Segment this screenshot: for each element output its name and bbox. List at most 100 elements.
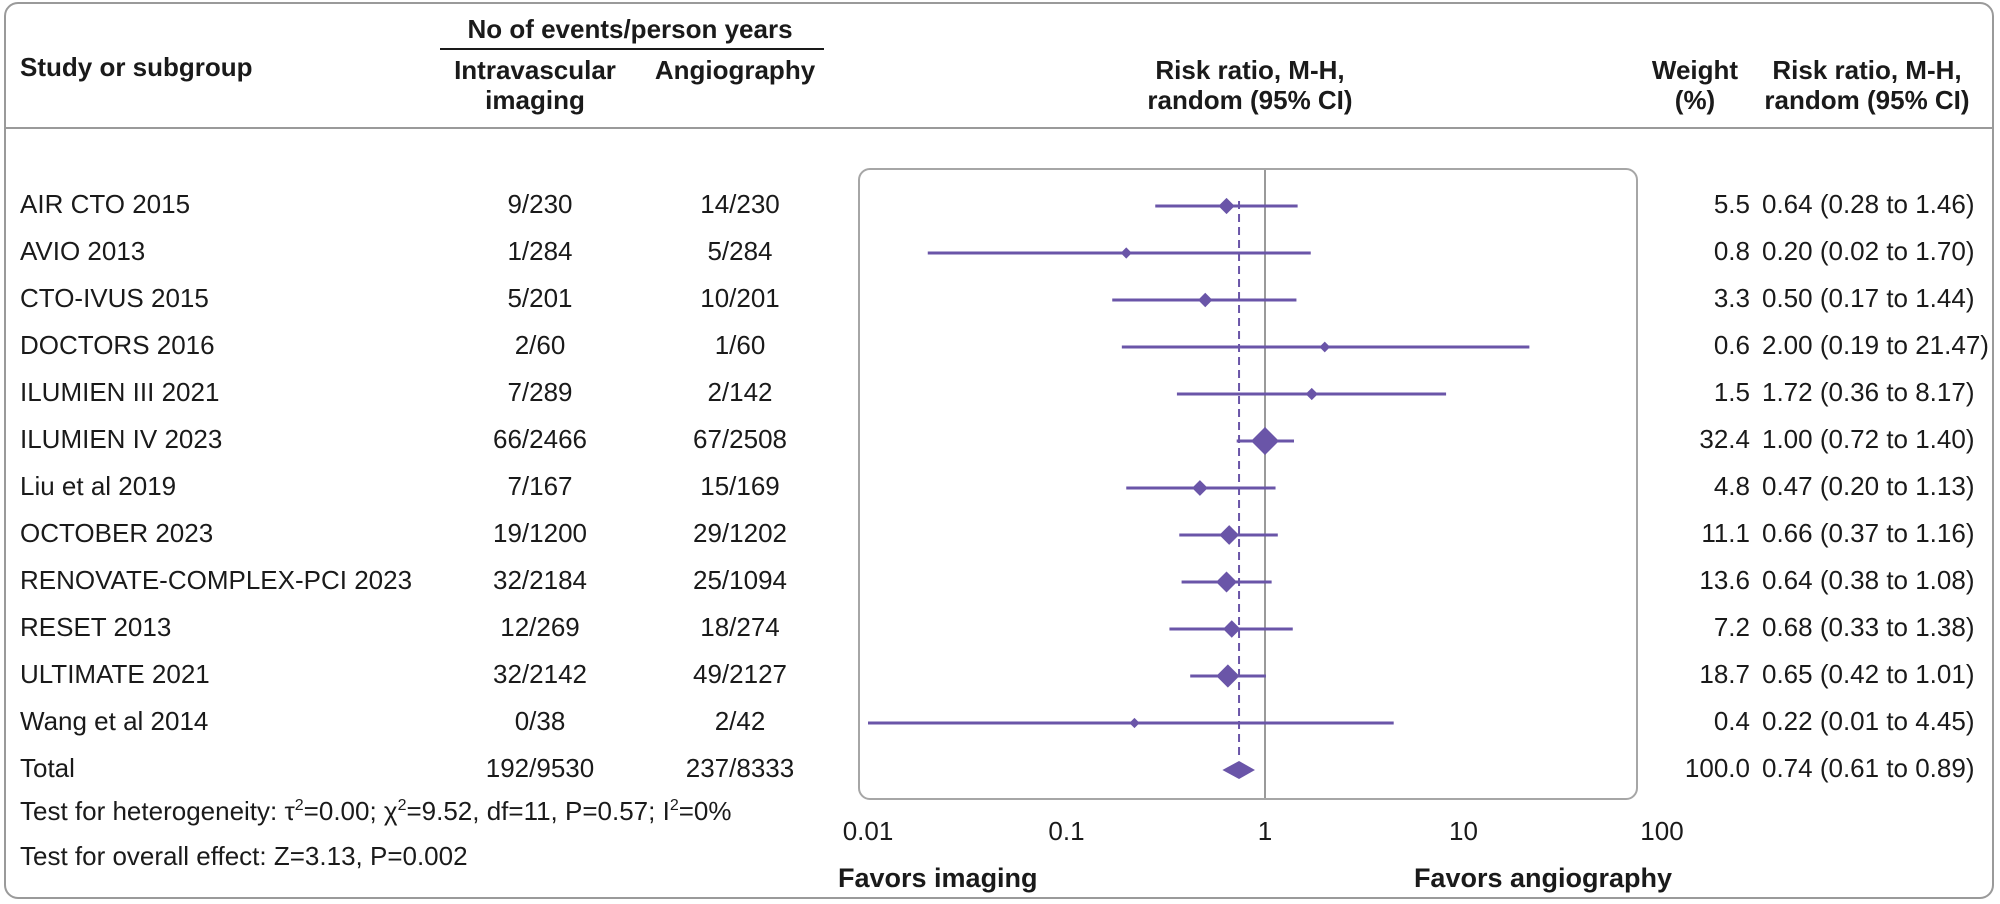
weight-value: 4.8	[1713, 471, 1750, 501]
angio-events: 2/142	[707, 377, 773, 407]
plot-frame	[858, 168, 1638, 800]
imaging-events: 9/230	[507, 189, 573, 219]
imaging-events: 0/38	[514, 706, 566, 736]
point-estimate	[1219, 525, 1240, 545]
imaging-events: 12/269	[500, 612, 580, 642]
weight-value: 5.5	[1713, 189, 1750, 219]
header-events-group: No of events/person years	[467, 14, 793, 44]
study-name: OCTOBER 2023	[20, 518, 214, 548]
header-rr-line2: random (95% CI)	[1764, 85, 1970, 115]
study-name: RESET 2013	[20, 612, 172, 642]
study-name: CTO-IVUS 2015	[20, 283, 209, 313]
point-estimate	[1319, 341, 1331, 353]
point-estimate	[1198, 292, 1213, 308]
imaging-events: 192/9530	[485, 753, 595, 783]
header-weight-line2: (%)	[1674, 85, 1716, 115]
point-estimate	[1251, 427, 1279, 455]
header-study: Study or subgroup	[20, 52, 253, 82]
study-name: Liu et al 2019	[20, 471, 177, 501]
header-plot-line2: random (95% CI)	[1147, 85, 1353, 115]
angio-events: 25/1094	[693, 565, 787, 595]
weight-value: 0.6	[1713, 330, 1750, 360]
angio-events: 29/1202	[693, 518, 787, 548]
study-name: ULTIMATE 2021	[20, 659, 210, 689]
x-tick-label: 10	[1449, 816, 1478, 846]
risk-ratio-text: 0.50 (0.17 to 1.44)	[1762, 283, 1975, 313]
favors-angiography-label: Favors angiography	[1414, 863, 1672, 893]
imaging-events: 7/289	[507, 377, 573, 407]
study-name: ILUMIEN IV 2023	[20, 424, 223, 454]
point-estimate	[1223, 620, 1241, 638]
total-diamond	[1222, 761, 1255, 779]
point-estimate	[1216, 571, 1238, 593]
header-angio: Angiography	[654, 55, 816, 85]
header-plot-line1: Risk ratio, M-H,	[1155, 55, 1345, 85]
weight-value: 0.8	[1713, 236, 1750, 266]
x-tick-label: 0.1	[1048, 816, 1084, 846]
angio-events: 67/2508	[693, 424, 787, 454]
header-imaging-line1: Intravascular	[454, 55, 616, 85]
imaging-events: 32/2184	[493, 565, 587, 595]
angio-events: 1/60	[714, 330, 766, 360]
weight-value: 11.1	[1701, 518, 1750, 548]
imaging-events: 5/201	[507, 283, 573, 313]
weight-value: 18.7	[1699, 659, 1750, 689]
angio-events: 5/284	[707, 236, 773, 266]
x-tick-label: 1	[1258, 816, 1272, 846]
study-name: Wang et al 2014	[20, 706, 209, 736]
angio-events: 237/8333	[685, 753, 795, 783]
angio-events: 10/201	[700, 283, 780, 313]
header-weight-line1: Weight	[1651, 55, 1739, 85]
risk-ratio-text: 0.20 (0.02 to 1.70)	[1762, 236, 1975, 266]
weight-value: 7.2	[1713, 612, 1750, 642]
heterogeneity-test: Test for heterogeneity: τ2=0.00; χ2=9.52…	[20, 796, 732, 826]
study-name: AIR CTO 2015	[20, 189, 191, 219]
overall-effect-test: Test for overall effect: Z=3.13, P=0.002	[20, 841, 468, 871]
study-name: DOCTORS 2016	[20, 330, 215, 360]
point-estimate	[1216, 664, 1240, 688]
point-estimate	[1129, 717, 1140, 729]
weight-value: 0.4	[1713, 706, 1750, 736]
study-name: AVIO 2013	[20, 236, 146, 266]
point-estimate	[1218, 197, 1235, 215]
angio-events: 49/2127	[693, 659, 787, 689]
imaging-events: 2/60	[514, 330, 566, 360]
imaging-events: 66/2466	[493, 424, 587, 454]
x-tick-label: 100	[1640, 816, 1683, 846]
point-estimate	[1192, 480, 1208, 496]
weight-value: 32.4	[1699, 424, 1750, 454]
favors-imaging-label: Favors imaging	[838, 863, 1038, 893]
imaging-events: 7/167	[507, 471, 573, 501]
point-estimate	[1305, 387, 1318, 401]
risk-ratio-text: 0.22 (0.01 to 4.45)	[1762, 706, 1975, 736]
risk-ratio-text: 0.68 (0.33 to 1.38)	[1762, 612, 1975, 642]
x-tick-label: 0.01	[843, 816, 894, 846]
weight-value: 3.3	[1713, 283, 1750, 313]
risk-ratio-text: 0.47 (0.20 to 1.13)	[1762, 471, 1975, 501]
risk-ratio-text: 1.72 (0.36 to 8.17)	[1762, 377, 1975, 407]
risk-ratio-text: 0.74 (0.61 to 0.89)	[1762, 753, 1975, 783]
study-name: Total	[20, 753, 75, 783]
header-rr-line1: Risk ratio, M-H,	[1772, 55, 1962, 85]
angio-events: 2/42	[714, 706, 766, 736]
weight-value: 100.0	[1684, 753, 1750, 783]
risk-ratio-text: 0.66 (0.37 to 1.16)	[1762, 518, 1975, 548]
risk-ratio-text: 0.64 (0.38 to 1.08)	[1762, 565, 1975, 595]
risk-ratio-text: 2.00 (0.19 to 21.47)	[1762, 330, 1989, 360]
weight-value: 13.6	[1699, 565, 1750, 595]
imaging-events: 19/1200	[493, 518, 587, 548]
point-estimate	[1120, 247, 1132, 259]
risk-ratio-text: 1.00 (0.72 to 1.40)	[1762, 424, 1975, 454]
risk-ratio-text: 0.65 (0.42 to 1.01)	[1762, 659, 1975, 689]
imaging-events: 1/284	[507, 236, 573, 266]
imaging-events: 32/2142	[493, 659, 587, 689]
study-name: ILUMIEN III 2021	[20, 377, 220, 407]
angio-events: 14/230	[700, 189, 780, 219]
header-separator	[4, 127, 1994, 129]
risk-ratio-text: 0.64 (0.28 to 1.46)	[1762, 189, 1975, 219]
angio-events: 18/274	[700, 612, 780, 642]
header-imaging-line2: imaging	[485, 85, 585, 115]
study-name: RENOVATE-COMPLEX-PCI 2023	[20, 565, 413, 595]
angio-events: 15/169	[700, 471, 780, 501]
